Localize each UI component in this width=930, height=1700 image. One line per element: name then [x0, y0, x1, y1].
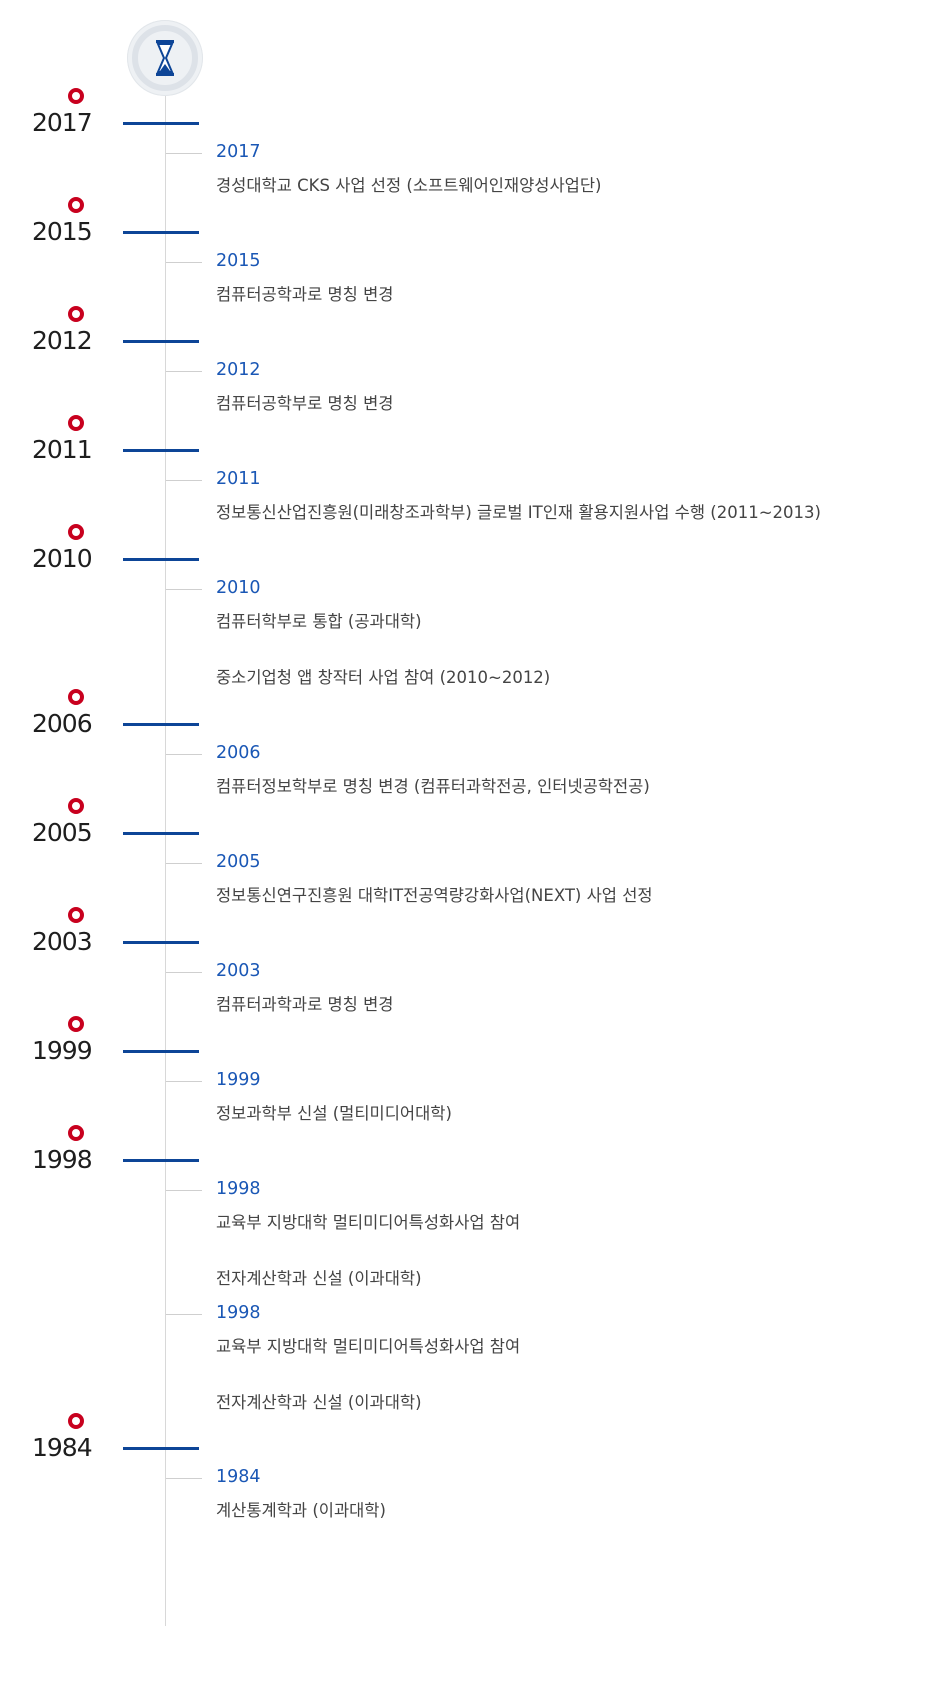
entry-year: 2012: [216, 360, 261, 380]
entry-year: 1984: [216, 1467, 261, 1487]
hourglass-logo-icon: [127, 20, 203, 96]
entry-description: 계산통계학과 (이과대학): [216, 1501, 386, 1520]
year-label: 2011: [32, 435, 93, 464]
entry-description: 컴퓨터정보학부로 명칭 변경 (컴퓨터과학전공, 인터넷공학전공): [216, 777, 650, 796]
entry-connector: [166, 863, 202, 864]
year-bar: [123, 941, 199, 944]
entry-year: 1999: [216, 1070, 261, 1090]
year-bar: [123, 1447, 199, 1450]
year-label: 1998: [32, 1145, 93, 1174]
year-bar: [123, 832, 199, 835]
year-dot-icon: [68, 524, 84, 540]
year-label: 2006: [32, 709, 93, 738]
entry-description: 정보과학부 신설 (멀티미디어대학): [216, 1104, 452, 1123]
entry-year: 2005: [216, 852, 261, 872]
year-label: 1984: [32, 1433, 93, 1462]
entry-connector: [166, 589, 202, 590]
entry-description: 전자계산학과 신설 (이과대학): [216, 1393, 422, 1412]
year-label: 2015: [32, 217, 93, 246]
entry-description: 경성대학교 CKS 사업 선정 (소프트웨어인재양성사업단): [216, 176, 602, 195]
entry-connector: [166, 1478, 202, 1479]
year-label: 2012: [32, 326, 93, 355]
year-marker: 2011: [0, 415, 300, 475]
entry-connector: [166, 1314, 202, 1315]
year-marker: 2017: [0, 88, 300, 148]
year-dot-icon: [68, 1413, 84, 1429]
entry-description: 중소기업청 앱 창작터 사업 참여 (2010~2012): [216, 668, 551, 687]
entry-description: 교육부 지방대학 멀티미디어특성화사업 참여: [216, 1213, 521, 1232]
entry-connector: [166, 480, 202, 481]
year-dot-icon: [68, 907, 84, 923]
entry-connector: [166, 371, 202, 372]
year-dot-icon: [68, 306, 84, 322]
year-marker: 1999: [0, 1016, 300, 1076]
entry-description: 컴퓨터학부로 통합 (공과대학): [216, 612, 422, 631]
year-marker: 1998: [0, 1125, 300, 1185]
year-marker: 2003: [0, 907, 300, 967]
timeline-axis: [165, 58, 166, 1626]
entry-connector: [166, 754, 202, 755]
entry-year: 1998: [216, 1303, 261, 1323]
year-dot-icon: [68, 1125, 84, 1141]
entry-connector: [166, 972, 202, 973]
year-bar: [123, 122, 199, 125]
year-bar: [123, 449, 199, 452]
entry-year: 2006: [216, 743, 261, 763]
entry-description: 교육부 지방대학 멀티미디어특성화사업 참여: [216, 1337, 521, 1356]
entry-year: 2003: [216, 961, 261, 981]
entry-connector: [166, 153, 202, 154]
entry-year: 1998: [216, 1179, 261, 1199]
year-bar: [123, 231, 199, 234]
entry-description: 컴퓨터과학과로 명칭 변경: [216, 995, 394, 1014]
year-label: 1999: [32, 1036, 93, 1065]
year-marker: 2015: [0, 197, 300, 257]
year-marker: 2006: [0, 689, 300, 749]
entry-description: 컴퓨터공학과로 명칭 변경: [216, 285, 394, 304]
entry-year: 2011: [216, 469, 261, 489]
entry-connector: [166, 262, 202, 263]
year-label: 2010: [32, 544, 93, 573]
year-dot-icon: [68, 88, 84, 104]
entry-description: 정보통신산업진흥원(미래창조과학부) 글로벌 IT인재 활용지원사업 수행 (2…: [216, 503, 821, 522]
entry-description: 정보통신연구진흥원 대학IT전공역량강화사업(NEXT) 사업 선정: [216, 886, 653, 905]
year-dot-icon: [68, 197, 84, 213]
year-bar: [123, 1050, 199, 1053]
year-label: 2017: [32, 108, 93, 137]
entry-year: 2015: [216, 251, 261, 271]
entry-description: 컴퓨터공학부로 명칭 변경: [216, 394, 394, 413]
entry-connector: [166, 1190, 202, 1191]
year-marker: 2012: [0, 306, 300, 366]
year-label: 2005: [32, 818, 93, 847]
year-bar: [123, 1159, 199, 1162]
entry-year: 2017: [216, 142, 261, 162]
year-dot-icon: [68, 689, 84, 705]
year-bar: [123, 723, 199, 726]
entry-description: 전자계산학과 신설 (이과대학): [216, 1269, 422, 1288]
year-bar: [123, 558, 199, 561]
year-label: 2003: [32, 927, 93, 956]
year-dot-icon: [68, 1016, 84, 1032]
year-dot-icon: [68, 798, 84, 814]
year-marker: 2010: [0, 524, 300, 584]
year-bar: [123, 340, 199, 343]
entry-connector: [166, 1081, 202, 1082]
year-dot-icon: [68, 415, 84, 431]
entry-year: 2010: [216, 578, 261, 598]
year-marker: 2005: [0, 798, 300, 858]
year-marker: 1984: [0, 1413, 300, 1473]
